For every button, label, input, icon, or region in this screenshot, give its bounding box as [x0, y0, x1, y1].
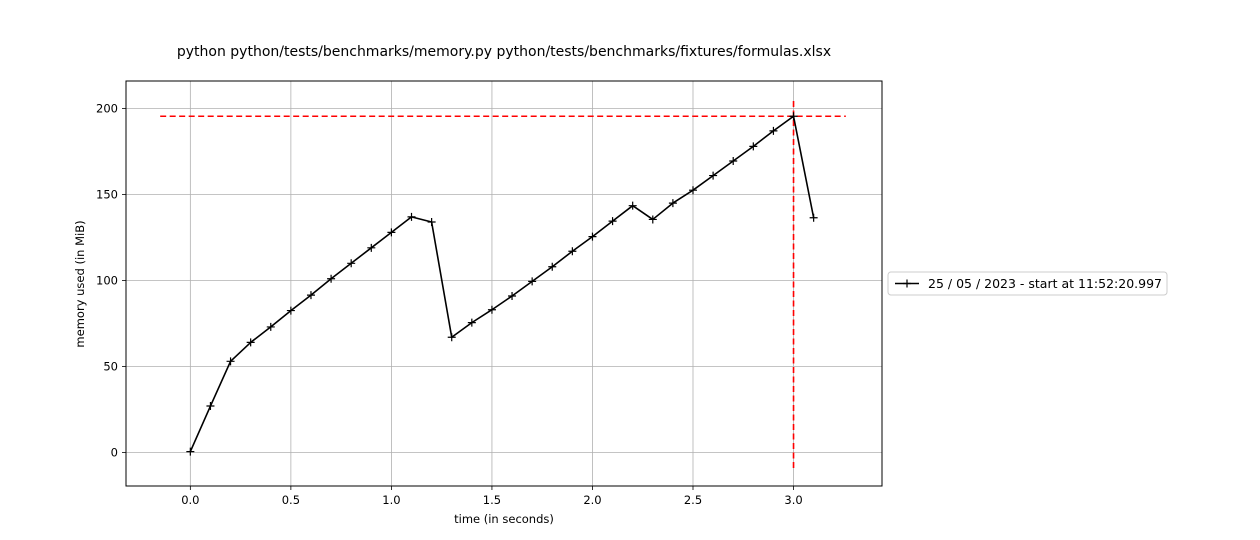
x-tick-label: 1.0	[382, 493, 400, 507]
y-axis-ticks: 0 50 100 150 200	[96, 102, 126, 459]
data-point-marker	[749, 142, 758, 151]
x-axis-ticks: 0.0 0.5 1.0 1.5 2.0 2.5 3.0	[181, 486, 803, 507]
data-point-marker	[608, 217, 617, 226]
data-point-marker	[306, 291, 315, 300]
legend: 25 / 05 / 2023 - start at 11:52:20.997	[887, 271, 1168, 296]
data-point-marker	[467, 318, 476, 327]
data-point-marker	[286, 306, 295, 315]
data-point-marker	[709, 171, 718, 180]
data-point-marker	[568, 247, 577, 256]
data-point-marker	[367, 243, 376, 252]
legend-box	[887, 271, 1168, 296]
data-point-marker	[769, 126, 778, 135]
data-point-marker	[809, 213, 818, 222]
y-tick-label: 100	[96, 273, 118, 287]
data-point-marker	[689, 186, 697, 195]
x-tick-label: 2.5	[684, 493, 702, 507]
y-axis-label: memory used (in MiB)	[73, 220, 87, 347]
series-line	[189, 115, 815, 452]
data-point-marker	[266, 322, 275, 331]
data-point-marker	[668, 199, 677, 208]
data-point-marker	[246, 338, 255, 347]
data-point-marker	[648, 215, 657, 224]
data-point-marker	[789, 112, 798, 121]
data-point-marker	[729, 156, 738, 165]
data-point-marker	[528, 277, 537, 286]
y-tick-label: 200	[96, 102, 118, 116]
data-point-marker	[628, 201, 637, 210]
grid-lines	[126, 81, 882, 486]
y-tick-label: 150	[96, 188, 118, 202]
x-tick-label: 0.0	[181, 493, 199, 507]
y-tick-label: 50	[103, 359, 118, 373]
data-point-marker	[226, 357, 235, 366]
data-point-marker	[186, 447, 195, 456]
y-tick-label: 0	[111, 445, 118, 459]
data-point-marker	[347, 259, 356, 268]
x-tick-label: 0.5	[282, 493, 300, 507]
data-point-marker	[206, 402, 215, 411]
data-point-marker	[548, 262, 557, 271]
x-tick-label: 3.0	[784, 493, 802, 507]
peak-reference-lines	[160, 99, 846, 468]
data-point-marker	[327, 274, 336, 283]
data-point-marker	[487, 305, 496, 314]
data-point-marker	[588, 232, 597, 241]
data-point-marker	[387, 228, 396, 237]
plot-frame	[125, 80, 883, 487]
legend-marker-sample	[903, 279, 911, 288]
data-point-marker	[407, 212, 416, 221]
data-point-marker	[447, 333, 456, 342]
x-tick-label: 1.5	[483, 493, 501, 507]
data-point-marker	[427, 218, 436, 227]
x-tick-label: 2.0	[583, 493, 601, 507]
chart-title: python python/tests/benchmarks/memory.py…	[177, 44, 831, 60]
series-layer	[186, 112, 818, 456]
x-axis-label: time (in seconds)	[454, 512, 554, 526]
data-point-marker	[508, 291, 517, 300]
legend-entry-label: 25 / 05 / 2023 - start at 11:52:20.997	[928, 276, 1162, 291]
